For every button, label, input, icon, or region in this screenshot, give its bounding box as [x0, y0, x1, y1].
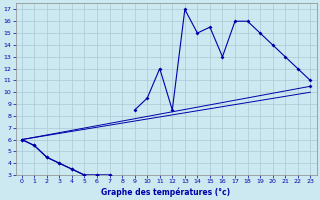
X-axis label: Graphe des températures (°c): Graphe des températures (°c): [101, 187, 231, 197]
